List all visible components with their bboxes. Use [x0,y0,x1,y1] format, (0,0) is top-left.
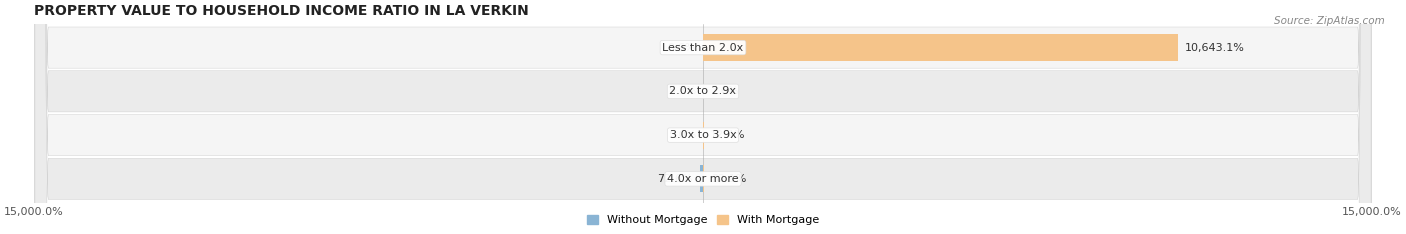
Text: 3.0x to 3.9x: 3.0x to 3.9x [669,130,737,140]
Text: PROPERTY VALUE TO HOUSEHOLD INCOME RATIO IN LA VERKIN: PROPERTY VALUE TO HOUSEHOLD INCOME RATIO… [34,4,529,18]
Bar [700,165,703,192]
FancyBboxPatch shape [35,0,1371,234]
Bar [703,165,704,192]
Text: 12.4%: 12.4% [710,130,745,140]
Text: Source: ZipAtlas.com: Source: ZipAtlas.com [1274,16,1385,26]
Text: 72.6%: 72.6% [658,174,693,184]
FancyBboxPatch shape [35,0,1371,234]
Text: 9.6%: 9.6% [668,43,696,53]
Bar [703,34,1178,61]
Text: 32.1%: 32.1% [711,174,747,184]
Text: 10,643.1%: 10,643.1% [1184,43,1244,53]
Text: 2.0x to 2.9x: 2.0x to 2.9x [669,86,737,96]
Text: 4.0x or more: 4.0x or more [668,174,738,184]
Text: 5.0%: 5.0% [668,130,696,140]
Text: 5.3%: 5.3% [668,86,696,96]
Text: 7.6%: 7.6% [710,86,738,96]
Legend: Without Mortgage, With Mortgage: Without Mortgage, With Mortgage [582,211,824,230]
FancyBboxPatch shape [35,0,1371,234]
Text: Less than 2.0x: Less than 2.0x [662,43,744,53]
FancyBboxPatch shape [35,0,1371,234]
